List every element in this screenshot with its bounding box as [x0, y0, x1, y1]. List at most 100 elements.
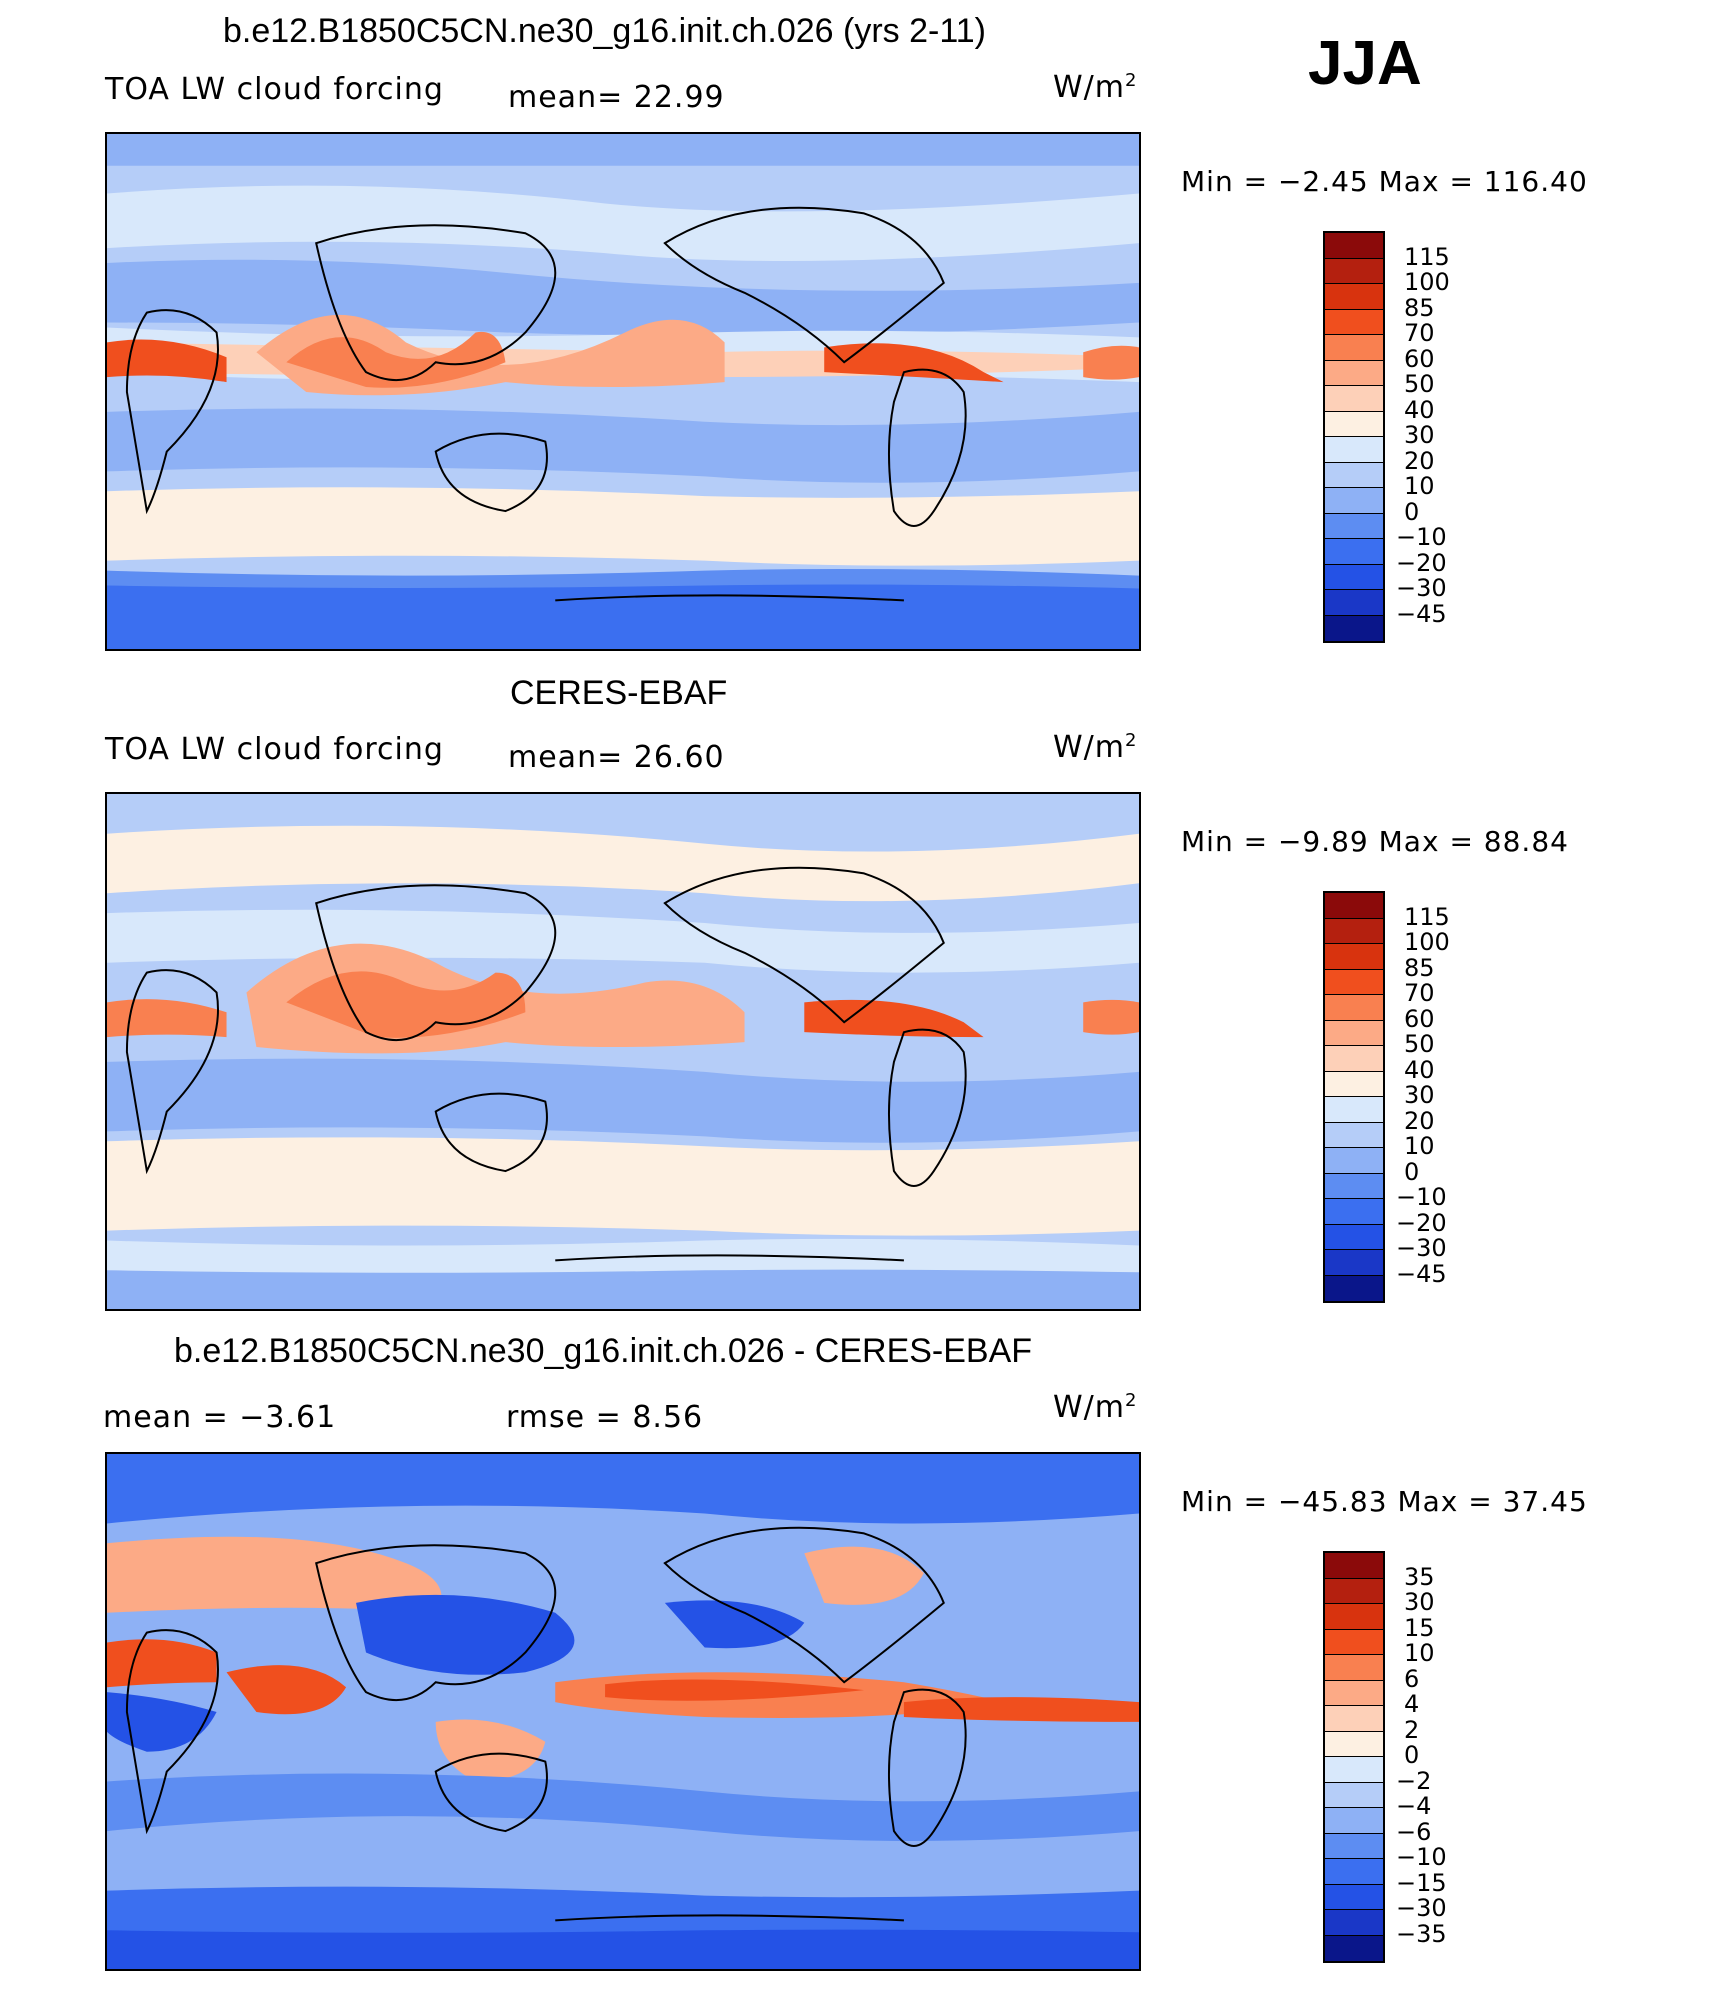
colorbar-swatch: [1325, 564, 1383, 590]
colorbar-swatch: [1325, 1046, 1383, 1072]
panel-2-minmax: Min = −9.89 Max = 88.84: [1181, 825, 1569, 858]
colorbar-swatch: [1325, 437, 1383, 463]
colorbar-swatch: [1325, 1629, 1383, 1655]
colorbar-tick-label: 60: [1404, 1004, 1435, 1033]
colorbar-tick-label: 0: [1404, 497, 1420, 526]
colorbar-swatch: [1325, 1148, 1383, 1174]
panel-1-colorbar: [1323, 231, 1385, 643]
colorbar-swatch: [1325, 944, 1383, 970]
colorbar-swatch: [1325, 258, 1383, 284]
colorbar-tick-label: −20: [1396, 548, 1447, 577]
colorbar-tick-label: 115: [1404, 902, 1450, 931]
colorbar-tick-label: 85: [1404, 953, 1435, 982]
colorbar-tick-label: 50: [1404, 1030, 1435, 1058]
colorbar-tick-label: 50: [1404, 370, 1435, 398]
panel-1-mean-label: mean= 22.99: [508, 80, 725, 115]
colorbar-tick-label: 30: [1404, 1588, 1435, 1616]
colorbar-swatch: [1325, 1578, 1383, 1604]
colorbar-tick-label: −45: [1396, 599, 1447, 628]
colorbar-swatch: [1325, 1020, 1383, 1046]
colorbar-swatch: [1325, 995, 1383, 1021]
colorbar-tick-label: −10: [1396, 523, 1447, 551]
panel-3-rmse-label: rmse = 8.56: [506, 1400, 704, 1435]
colorbar-swatch: [1325, 1655, 1383, 1681]
colorbar-swatch: [1325, 1199, 1383, 1225]
colorbar-swatch: [1325, 513, 1383, 539]
colorbar-tick-label: −35: [1396, 1919, 1447, 1948]
panel-2-map: [105, 792, 1141, 1311]
colorbar-tick-label: 6: [1404, 1664, 1420, 1693]
colorbar-tick-label: −10: [1396, 1183, 1447, 1211]
panel-1-contour-field: [107, 134, 1139, 649]
colorbar-tick-label: −30: [1396, 1234, 1447, 1262]
colorbar-tick-label: 60: [1404, 344, 1435, 373]
colorbar-swatch: [1325, 1680, 1383, 1706]
colorbar-tick-label: 40: [1404, 1055, 1435, 1084]
colorbar-tick-label: 10: [1404, 1132, 1435, 1160]
colorbar-tick-label: 10: [1404, 1639, 1435, 1667]
colorbar-tick-label: 10: [1404, 472, 1435, 500]
colorbar-tick-label: −30: [1396, 1894, 1447, 1922]
colorbar-tick-label: 20: [1404, 446, 1435, 475]
colorbar-swatch: [1325, 1553, 1383, 1579]
colorbar-swatch: [1325, 1224, 1383, 1250]
panel-2-colorbar: [1323, 891, 1385, 1303]
colorbar-tick-label: 70: [1404, 979, 1435, 1007]
colorbar-tick-label: 4: [1404, 1690, 1420, 1718]
colorbar-swatch: [1325, 284, 1383, 310]
colorbar-swatch: [1325, 360, 1383, 386]
colorbar-tick-label: 0: [1404, 1741, 1420, 1769]
panel-2-mean-label: mean= 26.60: [508, 740, 725, 775]
colorbar-tick-label: 30: [1404, 421, 1435, 449]
panel-1-map: [105, 132, 1141, 651]
colorbar-tick-label: −45: [1396, 1259, 1447, 1288]
colorbar-tick-label: −2: [1396, 1766, 1432, 1795]
colorbar-swatch: [1325, 1097, 1383, 1123]
colorbar-swatch: [1325, 1859, 1383, 1885]
panel-2-units: W/m2: [1053, 730, 1138, 765]
colorbar-swatch: [1325, 590, 1383, 616]
colorbar-tick-label: 35: [1404, 1562, 1435, 1591]
panel-3-contour-field: [107, 1454, 1139, 1969]
colorbar-swatch: [1325, 1757, 1383, 1783]
panel-2-title: CERES-EBAF: [510, 674, 728, 712]
panel-2-contour-field: [107, 794, 1139, 1309]
colorbar-tick-label: 2: [1404, 1715, 1420, 1744]
colorbar-tick-label: 15: [1404, 1613, 1435, 1642]
colorbar-swatch: [1325, 488, 1383, 514]
colorbar-swatch: [1325, 1910, 1383, 1936]
colorbar-swatch: [1325, 1173, 1383, 1199]
colorbar-swatch: [1325, 462, 1383, 488]
colorbar-swatch: [1325, 539, 1383, 565]
colorbar-tick-label: −4: [1396, 1792, 1432, 1820]
panel-1-units: W/m2: [1053, 70, 1138, 105]
panel-3-colorbar: [1323, 1551, 1385, 1963]
colorbar-tick-label: −10: [1396, 1843, 1447, 1871]
colorbar-tick-label: 115: [1404, 242, 1450, 271]
colorbar-tick-label: 20: [1404, 1106, 1435, 1135]
colorbar-tick-label: 85: [1404, 293, 1435, 322]
season-label: JJA: [1308, 29, 1422, 98]
colorbar-swatch: [1325, 1808, 1383, 1834]
colorbar-swatch: [1325, 411, 1383, 437]
colorbar-swatch: [1325, 1071, 1383, 1097]
panel-3-title: b.e12.B1850C5CN.ne30_g16.init.ch.026 - C…: [174, 1332, 1033, 1370]
colorbar-swatch: [1325, 1731, 1383, 1757]
colorbar-swatch: [1325, 918, 1383, 944]
colorbar-swatch: [1325, 1833, 1383, 1859]
colorbar-swatch: [1325, 1122, 1383, 1148]
colorbar-swatch: [1325, 1706, 1383, 1732]
panel-1-minmax: Min = −2.45 Max = 116.40: [1181, 165, 1588, 198]
colorbar-tick-label: 70: [1404, 319, 1435, 347]
colorbar-swatch: [1325, 1250, 1383, 1276]
colorbar-swatch: [1325, 1935, 1383, 1961]
colorbar-tick-label: 40: [1404, 395, 1435, 424]
panel-1-variable-label: TOA LW cloud forcing: [105, 72, 444, 107]
panel-3-minmax: Min = −45.83 Max = 37.45: [1181, 1485, 1588, 1518]
colorbar-swatch: [1325, 335, 1383, 361]
panel-3-mean-label: mean = −3.61: [103, 1400, 337, 1435]
colorbar-swatch: [1325, 1884, 1383, 1910]
colorbar-tick-label: −6: [1396, 1817, 1432, 1846]
colorbar-tick-label: 0: [1404, 1157, 1420, 1186]
colorbar-swatch: [1325, 615, 1383, 641]
